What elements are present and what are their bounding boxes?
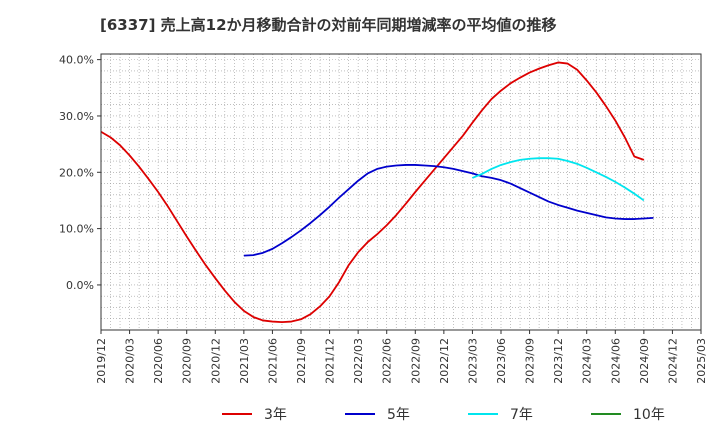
series-lines [100,61,654,324]
series-line-2 [243,164,654,257]
grid [101,54,701,330]
x-tick-label: 2021/12 [324,338,337,384]
x-tick-label: 2025/03 [695,338,708,384]
x-tick-label: 2023/12 [552,338,565,384]
y-tick-label: 40.0% [59,54,94,67]
x-tick-label: 2023/06 [495,338,508,384]
x-tick-label: 2023/09 [524,338,537,384]
chart-title: [6337] 売上高12か月移動合計の対前年同期増減率の平均値の推移 [100,16,557,34]
x-tick-label: 2024/06 [609,338,622,384]
legend-label-4: 10年 [633,407,665,423]
x-tick-label: 2022/03 [352,338,365,384]
x-tick-label: 2024/09 [638,338,651,384]
series-line-3 [472,157,645,202]
legend-label-3: 7年 [510,407,533,423]
x-tick-label: 2024/03 [581,338,594,384]
x-tick-label: 2020/09 [181,338,194,384]
x-axis-ticks: 2019/12 2020/03 2020/06 2020/09 2020/12 2021/… [95,330,708,384]
plot-frame [100,53,702,331]
legend: 3年 5年 7年 10年 [222,407,665,423]
series-line-1 [100,61,645,324]
y-tick-label: 10.0% [59,223,94,236]
x-tick-label: 2024/12 [666,338,679,384]
y-tick-label: 20.0% [59,166,94,179]
legend-label-1: 3年 [264,407,287,423]
x-tick-label: 2021/06 [266,338,279,384]
y-tick-label: 30.0% [59,110,94,123]
x-tick-label: 2021/09 [295,338,308,384]
plot-border [100,53,702,331]
x-tick-label: 2022/12 [438,338,451,384]
x-tick-label: 2020/06 [152,338,165,384]
x-tick-label: 2020/12 [209,338,222,384]
x-tick-label: 2019/12 [95,338,108,384]
x-tick-label: 2021/03 [238,338,251,384]
y-tick-label: 0.0% [66,279,94,292]
x-tick-label: 2023/03 [466,338,479,384]
x-tick-label: 2022/06 [381,338,394,384]
x-tick-label: 2022/09 [409,338,422,384]
x-tick-label: 2020/03 [124,338,137,384]
y-axis-ticks: 0.0% 10.0% 20.0% 30.0% 40.0% [59,54,101,292]
legend-label-2: 5年 [387,407,410,423]
